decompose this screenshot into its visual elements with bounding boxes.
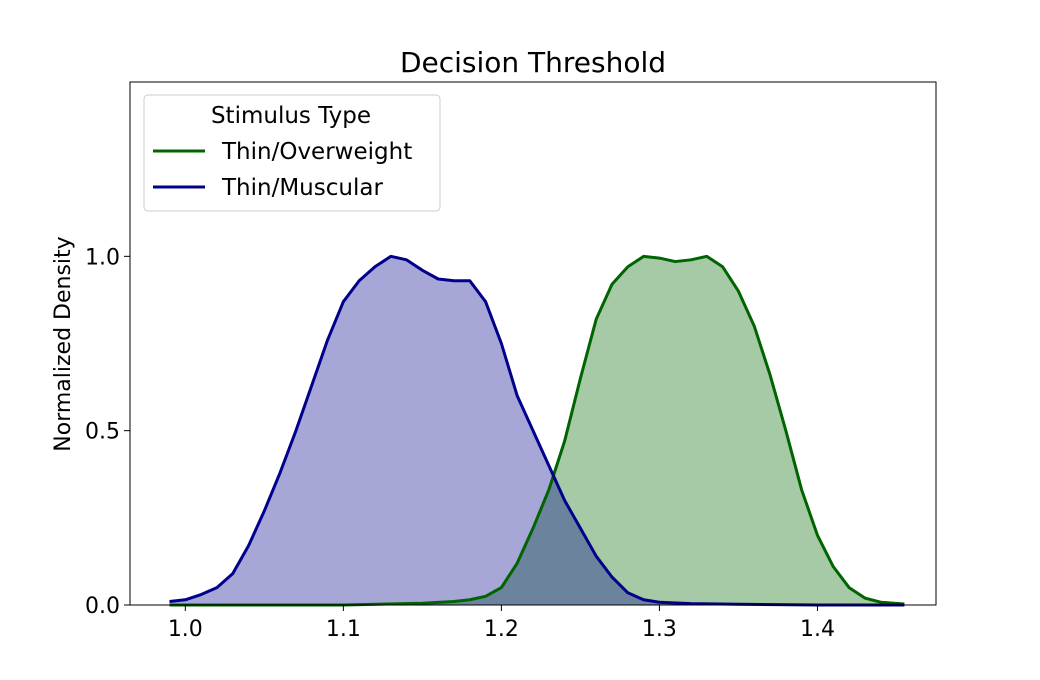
series-line-thin-muscular	[169, 254, 905, 607]
x-axis-ticks: 1.0 1.1 1.2 1.3 1.4	[168, 605, 835, 642]
legend: Stimulus Type Thin/Overweight Thin/Muscu…	[143, 94, 441, 212]
y-tick-label: 0.5	[85, 420, 120, 445]
area-fill-thin-overweight	[169, 256, 905, 605]
y-tick-label: 0.0	[85, 594, 120, 619]
density-fills	[169, 256, 905, 605]
x-tick-label: 1.0	[168, 617, 203, 642]
plot-frame	[129, 81, 937, 606]
y-axis-label: Normalized Density	[51, 236, 76, 451]
x-tick-label: 1.2	[484, 617, 519, 642]
area-fill-thin-muscular	[169, 256, 905, 605]
x-tick-label: 1.1	[326, 617, 361, 642]
legend-label-thin-muscular: Thin/Muscular	[221, 175, 383, 201]
legend-label-thin-overweight: Thin/Overweight	[221, 139, 412, 165]
x-tick-label: 1.3	[642, 617, 677, 642]
legend-box	[143, 94, 441, 212]
y-tick-label: 1.0	[85, 245, 120, 270]
chart-title: Decision Threshold	[400, 46, 666, 79]
x-tick-label: 1.4	[800, 617, 835, 642]
legend-title: Stimulus Type	[211, 103, 371, 129]
y-axis-ticks: 0.0 0.5 1.0	[85, 245, 130, 619]
series-line-thin-overweight	[169, 254, 905, 607]
density-lines	[169, 254, 905, 607]
